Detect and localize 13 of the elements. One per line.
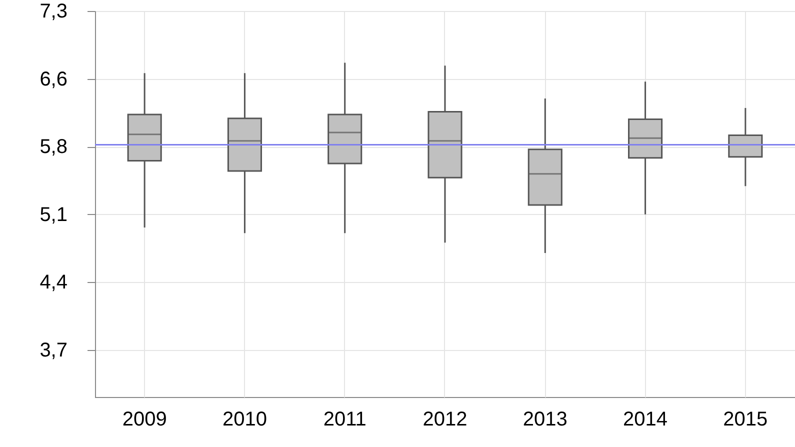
y-tick-label: 6,6	[40, 68, 68, 90]
x-tick-label: 2014	[623, 408, 668, 430]
y-tick-label: 5,1	[40, 204, 68, 226]
x-tick-label: 2015	[723, 408, 768, 430]
x-tick-label: 2013	[522, 408, 568, 430]
y-tick-label: 3,7	[40, 339, 68, 362]
y-tick-label: 7,3	[40, 0, 68, 22]
y-tick-label: 4,4	[40, 272, 68, 294]
x-tick-label: 2011	[323, 408, 366, 430]
x-tick-label: 2012	[422, 408, 468, 430]
x-tick-label: 2010	[222, 408, 267, 430]
x-tick-label: 2009	[122, 408, 167, 430]
y-tick-label: 5,8	[40, 136, 68, 158]
